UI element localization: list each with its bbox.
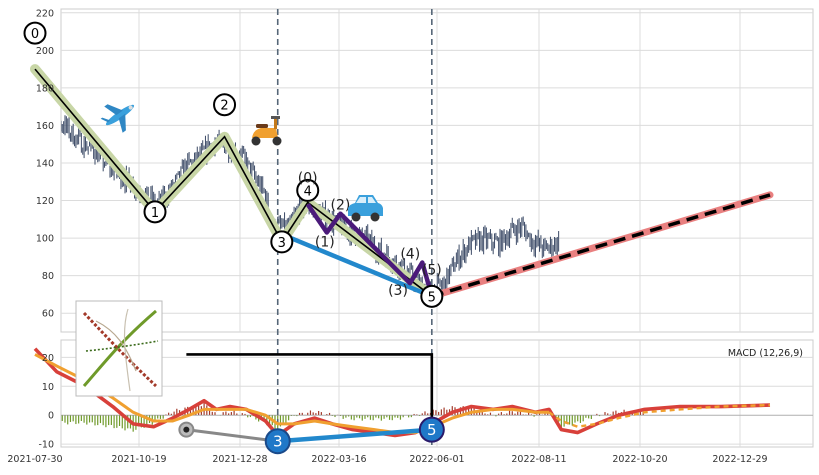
car-icon xyxy=(348,195,383,222)
wave-label: 5 xyxy=(428,290,436,305)
wave-label-circle xyxy=(143,200,167,224)
price-tick-label: 80 xyxy=(42,271,54,282)
macd-marker-label: 5 xyxy=(427,421,437,439)
price-tick-label: 220 xyxy=(36,8,54,19)
macd-bracket xyxy=(186,353,434,430)
wave-label: 0 xyxy=(31,27,39,42)
scooter-stem xyxy=(274,118,277,129)
wave-label-circle xyxy=(213,93,237,117)
wave-label: 2 xyxy=(220,99,228,114)
x-tick-label: 2022-08-11 xyxy=(511,454,566,465)
car-wheel xyxy=(370,212,380,222)
signal-line-dashed xyxy=(548,403,771,428)
subwave-label: (2) xyxy=(331,198,351,214)
airplane-wing xyxy=(104,104,123,116)
subwave-label: (0) xyxy=(298,170,318,186)
airplane-body xyxy=(105,104,135,126)
scooter-wheel xyxy=(272,136,282,146)
car-body xyxy=(348,195,383,216)
zigzag-line xyxy=(34,68,433,297)
subwave-label: (4) xyxy=(400,247,420,263)
x-tick-label: 2022-06-01 xyxy=(409,454,464,465)
wave-label: 4 xyxy=(304,184,312,199)
projection-line xyxy=(431,193,771,298)
macd-title: MACD (12,26,9) xyxy=(728,348,803,359)
thumbnail-stroke xyxy=(82,309,157,387)
car-window xyxy=(368,197,376,203)
thumbnail-stroke xyxy=(85,340,159,352)
macd-marker-blue xyxy=(264,428,291,455)
scooter-handle xyxy=(271,116,280,119)
signal-line xyxy=(34,353,550,435)
axis-labels: 2021-07-30 2021-10-19 2021-12-28 2022-03-16… xyxy=(7,8,767,465)
airplane-cockpit xyxy=(128,105,133,110)
x-tick-label: 2021-07-30 xyxy=(7,454,62,465)
macd-connector-blue xyxy=(277,427,432,444)
subwave-label: (5) xyxy=(422,262,442,278)
wave-label: 3 xyxy=(278,236,286,251)
wave-label: 1 xyxy=(151,206,159,221)
scooter-seat xyxy=(256,124,268,128)
airplane-wing xyxy=(118,113,126,133)
macd-tick-label: 0 xyxy=(48,411,54,422)
subwave-label: (1) xyxy=(315,234,335,250)
subwave-label: (3) xyxy=(388,283,408,299)
price-tick-label: 100 xyxy=(36,234,54,245)
car-wheel xyxy=(351,212,361,222)
x-tick-label: 2021-10-19 xyxy=(111,454,166,465)
macd-tick-label: 10 xyxy=(42,382,54,393)
wave-markers: 0 1 2 3 4 5 (0) (1) (2) (3) (4)(5) 3 5 xyxy=(23,21,445,455)
wave-label-circle xyxy=(420,284,444,308)
blue-trend-line xyxy=(280,232,433,299)
macd-connector-gray xyxy=(186,428,278,443)
thumbnail-image xyxy=(75,300,163,397)
price-tick-label: 60 xyxy=(42,309,54,320)
price-tick-label: 140 xyxy=(36,158,54,169)
price-tick-label: 180 xyxy=(36,83,54,94)
x-tick-label: 2022-03-16 xyxy=(311,454,366,465)
thumbnail-stroke xyxy=(123,308,131,392)
wave-label-circle xyxy=(23,21,47,45)
airplane-tail xyxy=(100,117,111,123)
macd-marker-blue xyxy=(418,416,445,443)
price-tick-label: 160 xyxy=(36,121,54,132)
x-tick-label: 2022-10-20 xyxy=(612,454,667,465)
macd-tick-label: 20 xyxy=(42,353,54,364)
car-window xyxy=(356,197,366,203)
wave-label-circle xyxy=(296,178,320,202)
x-tick-label: 2021-12-28 xyxy=(212,454,267,465)
scooter-icon xyxy=(251,116,282,146)
decorative-icons xyxy=(75,104,383,397)
subwave-line xyxy=(305,203,434,297)
price-tick-label: 200 xyxy=(36,46,54,57)
macd-marker-label: 3 xyxy=(273,433,283,451)
thumbnail-stroke xyxy=(82,311,158,388)
wave-label-circle xyxy=(270,230,294,254)
scooter-body xyxy=(252,127,278,138)
wave-lines xyxy=(30,9,774,447)
macd-tick-label: -10 xyxy=(38,440,54,451)
macd-marker-dot xyxy=(183,426,190,433)
scooter-wheel xyxy=(251,136,261,146)
x-tick-label: 2022-12-29 xyxy=(712,454,767,465)
thumbnail-stroke xyxy=(95,320,137,372)
airplane-icon xyxy=(100,104,135,133)
price-tick-label: 120 xyxy=(36,196,54,207)
